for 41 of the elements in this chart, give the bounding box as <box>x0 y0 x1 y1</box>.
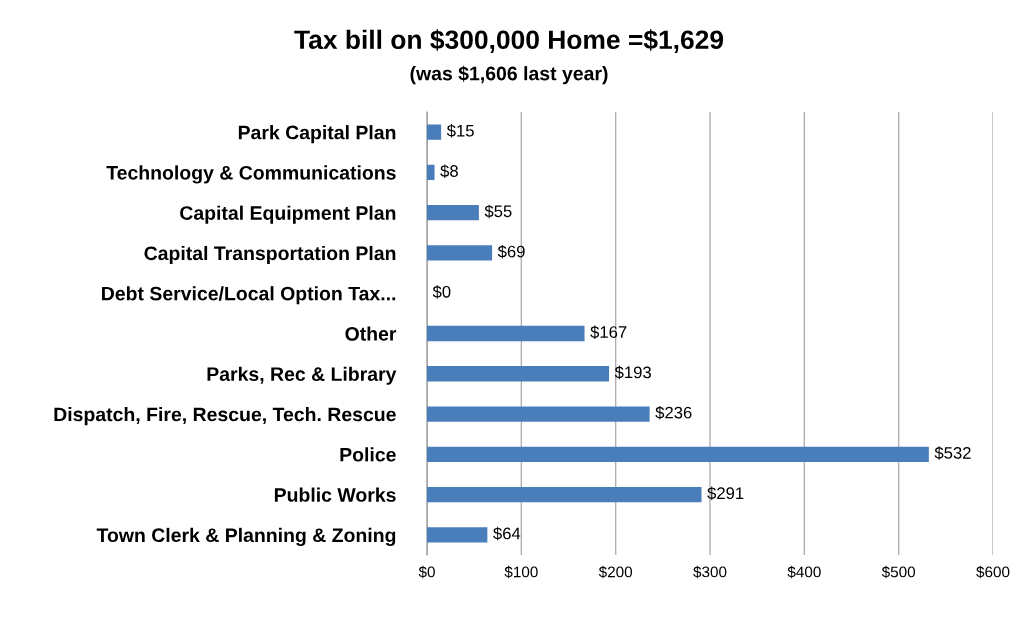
bar <box>427 446 929 462</box>
x-tick-label: $500 <box>881 565 916 579</box>
data-label: $167 <box>590 325 627 339</box>
y-tick-label: Capital Transportation Plan <box>144 245 396 265</box>
y-tick-label: Police <box>340 447 396 462</box>
y-tick-label: Public Works <box>274 487 396 502</box>
data-label: $193 <box>614 365 651 380</box>
x-tick-label: $300 <box>693 565 727 579</box>
data-label: $291 <box>707 486 744 501</box>
bar <box>427 366 610 382</box>
y-tick-label: Park Capital Plan <box>238 125 396 144</box>
data-label: $55 <box>484 204 512 219</box>
bar <box>427 124 442 140</box>
data-label: $0 <box>432 285 451 299</box>
x-tick-label: $100 <box>504 565 538 579</box>
bar <box>427 406 650 422</box>
data-label: $69 <box>497 244 525 259</box>
chart-subtitle: (was $1,606 last year) <box>410 65 608 85</box>
y-tick-label: Town Clerk & Planning & Zoning <box>96 527 396 547</box>
y-tick-label: Capital Equipment Plan <box>180 205 396 224</box>
data-label: $532 <box>934 446 971 460</box>
y-tick-label: Dispatch, Fire, Rescue, Tech. Rescue <box>54 407 396 426</box>
x-tick-label: $400 <box>787 565 821 579</box>
bar <box>427 245 493 261</box>
x-tick-label: $200 <box>598 565 633 579</box>
y-tick-label: Other <box>345 326 397 341</box>
bar <box>427 164 435 181</box>
chart-title: Tax bill on $300,000 Home =$1,629 <box>294 29 724 53</box>
bar <box>427 325 585 342</box>
x-tick-label: $0 <box>418 565 435 579</box>
data-label: $8 <box>440 164 458 178</box>
bar <box>427 486 702 503</box>
data-label: $15 <box>446 124 474 138</box>
bar <box>427 205 479 221</box>
x-tick-label: $600 <box>976 565 1010 579</box>
y-tick-label: Debt Service/Local Option Tax... <box>102 286 396 305</box>
data-label: $236 <box>655 406 692 420</box>
bar <box>427 527 488 543</box>
y-tick-label: Parks, Rec & Library <box>207 366 397 385</box>
y-tick-label: Technology & Communications <box>106 165 396 184</box>
data-label: $64 <box>493 526 521 541</box>
